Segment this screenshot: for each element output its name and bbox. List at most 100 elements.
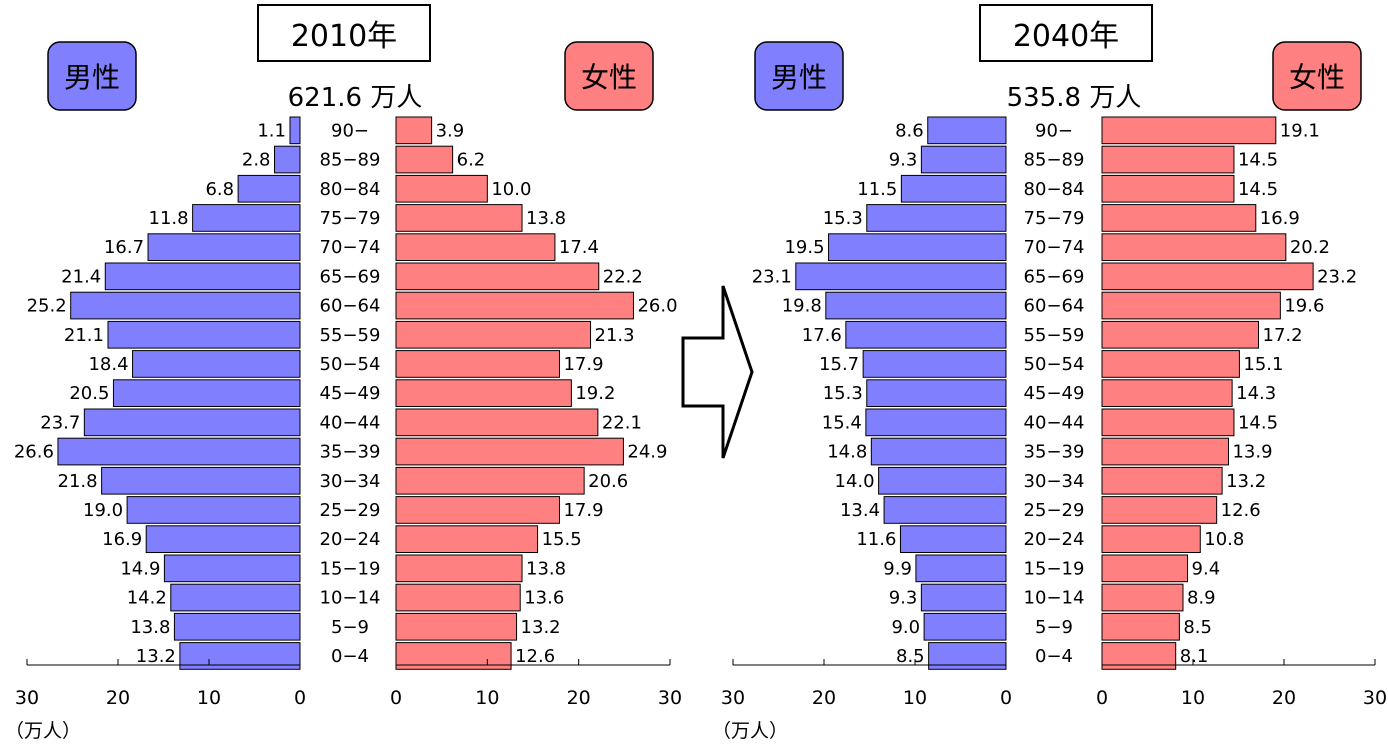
male-data-label: 17.6 [802,325,842,346]
male-data-label: 8.5 [896,646,925,667]
female-data-label: 14.5 [1238,412,1278,433]
male-bar [192,204,301,232]
female-bar [1101,116,1277,145]
male-data-label: 13.4 [840,500,880,521]
age-group-label: 30−34 [320,471,381,492]
male-bar [883,496,1007,524]
male-data-label: 21.4 [61,266,101,287]
age-group-label: 50−54 [320,354,381,375]
male-data-label: 19.5 [784,237,824,258]
female-bar [395,116,433,145]
age-group-label: 25−29 [320,500,381,521]
male-data-label: 14.8 [827,442,867,463]
male-data-label: 13.8 [130,617,170,638]
male-bar [927,116,1007,145]
male-tick-label: 0 [294,687,306,709]
axis-unit-label: （万人） [712,720,788,742]
male-label-box [754,41,844,111]
male-bar [899,525,1007,553]
male-data-label: 23.7 [40,412,80,433]
female-bar [395,525,539,553]
age-group-label: 90− [331,120,369,141]
chart-title: 2010年 [291,19,397,54]
female-bar [1101,612,1180,641]
age-group-label: 60−64 [1024,296,1085,317]
female-bar [1101,583,1184,612]
female-bar [395,379,572,407]
female-data-label: 17.9 [563,354,603,375]
male-bar [145,525,301,553]
female-tick-label: 0 [390,687,402,709]
male-data-label: 6.8 [205,179,234,200]
female-data-label: 13.8 [526,558,566,579]
female-data-label: 17.2 [1263,325,1303,346]
male-label: 男性 [771,61,827,94]
male-bar [126,496,301,524]
female-bar [395,145,454,174]
female-bar [1101,262,1314,291]
female-data-label: 13.6 [524,588,564,609]
male-bar [845,320,1007,349]
female-data-label: 21.3 [595,325,635,346]
total-population: 621.6 万人 [288,83,423,113]
female-bar [395,583,521,612]
age-group-label: 85−89 [320,150,381,171]
male-data-label: 1.1 [257,120,286,141]
male-data-label: 14.9 [120,558,160,579]
age-group-label: 10−14 [1024,588,1085,609]
male-data-label: 16.7 [104,237,144,258]
age-group-label: 10−14 [320,588,381,609]
female-data-label: 14.5 [1238,150,1278,171]
age-group-label: 80−84 [320,179,381,200]
male-bar [147,233,301,262]
male-data-label: 9.3 [889,150,918,171]
male-data-label: 15.3 [823,208,863,229]
female-bar [395,554,523,583]
male-data-label: 25.2 [27,296,67,317]
axis-unit-label: （万人） [5,720,81,742]
female-data-label: 19.2 [575,383,615,404]
male-bar [57,437,301,466]
male-bar [825,291,1007,320]
age-group-label: 15−19 [1024,558,1085,579]
female-data-label: 14.3 [1236,383,1276,404]
male-data-label: 26.6 [14,442,54,463]
female-data-label: 3.9 [436,120,465,141]
male-bar [170,583,301,612]
male-tick-label: 30 [721,687,745,709]
age-group-label: 40−44 [1024,412,1085,433]
male-bar [112,379,301,407]
female-bar [1101,320,1260,349]
male-bar [866,204,1007,232]
female-bar [395,350,560,378]
female-tick-label: 20 [567,687,591,709]
male-bar [289,116,301,145]
female-bar [395,437,624,466]
age-group-label: 45−49 [1024,383,1085,404]
male-bar [173,612,301,641]
age-group-label: 55−59 [1024,325,1085,346]
male-bar [83,408,301,437]
female-data-label: 9.4 [1192,558,1221,579]
age-group-label: 5−9 [1035,617,1073,638]
male-data-label: 11.6 [856,529,896,550]
female-data-label: 6.2 [457,150,486,171]
male-data-label: 21.1 [64,325,104,346]
female-data-label: 12.6 [1221,500,1261,521]
female-bar [1101,408,1235,437]
age-group-label: 15−19 [320,558,381,579]
age-group-label: 60−64 [320,296,381,317]
female-bar [1101,437,1229,466]
female-tick-label: 30 [658,687,682,709]
female-data-label: 8.1 [1180,646,1209,667]
female-bar [1101,174,1235,203]
male-tick-label: 10 [903,687,927,709]
female-label: 女性 [581,61,637,94]
male-bar [107,320,301,349]
female-bar [1101,145,1235,174]
age-group-label: 45−49 [320,383,381,404]
male-data-label: 11.8 [149,208,189,229]
age-group-label: 85−89 [1024,150,1085,171]
male-tick-label: 0 [1000,687,1012,709]
